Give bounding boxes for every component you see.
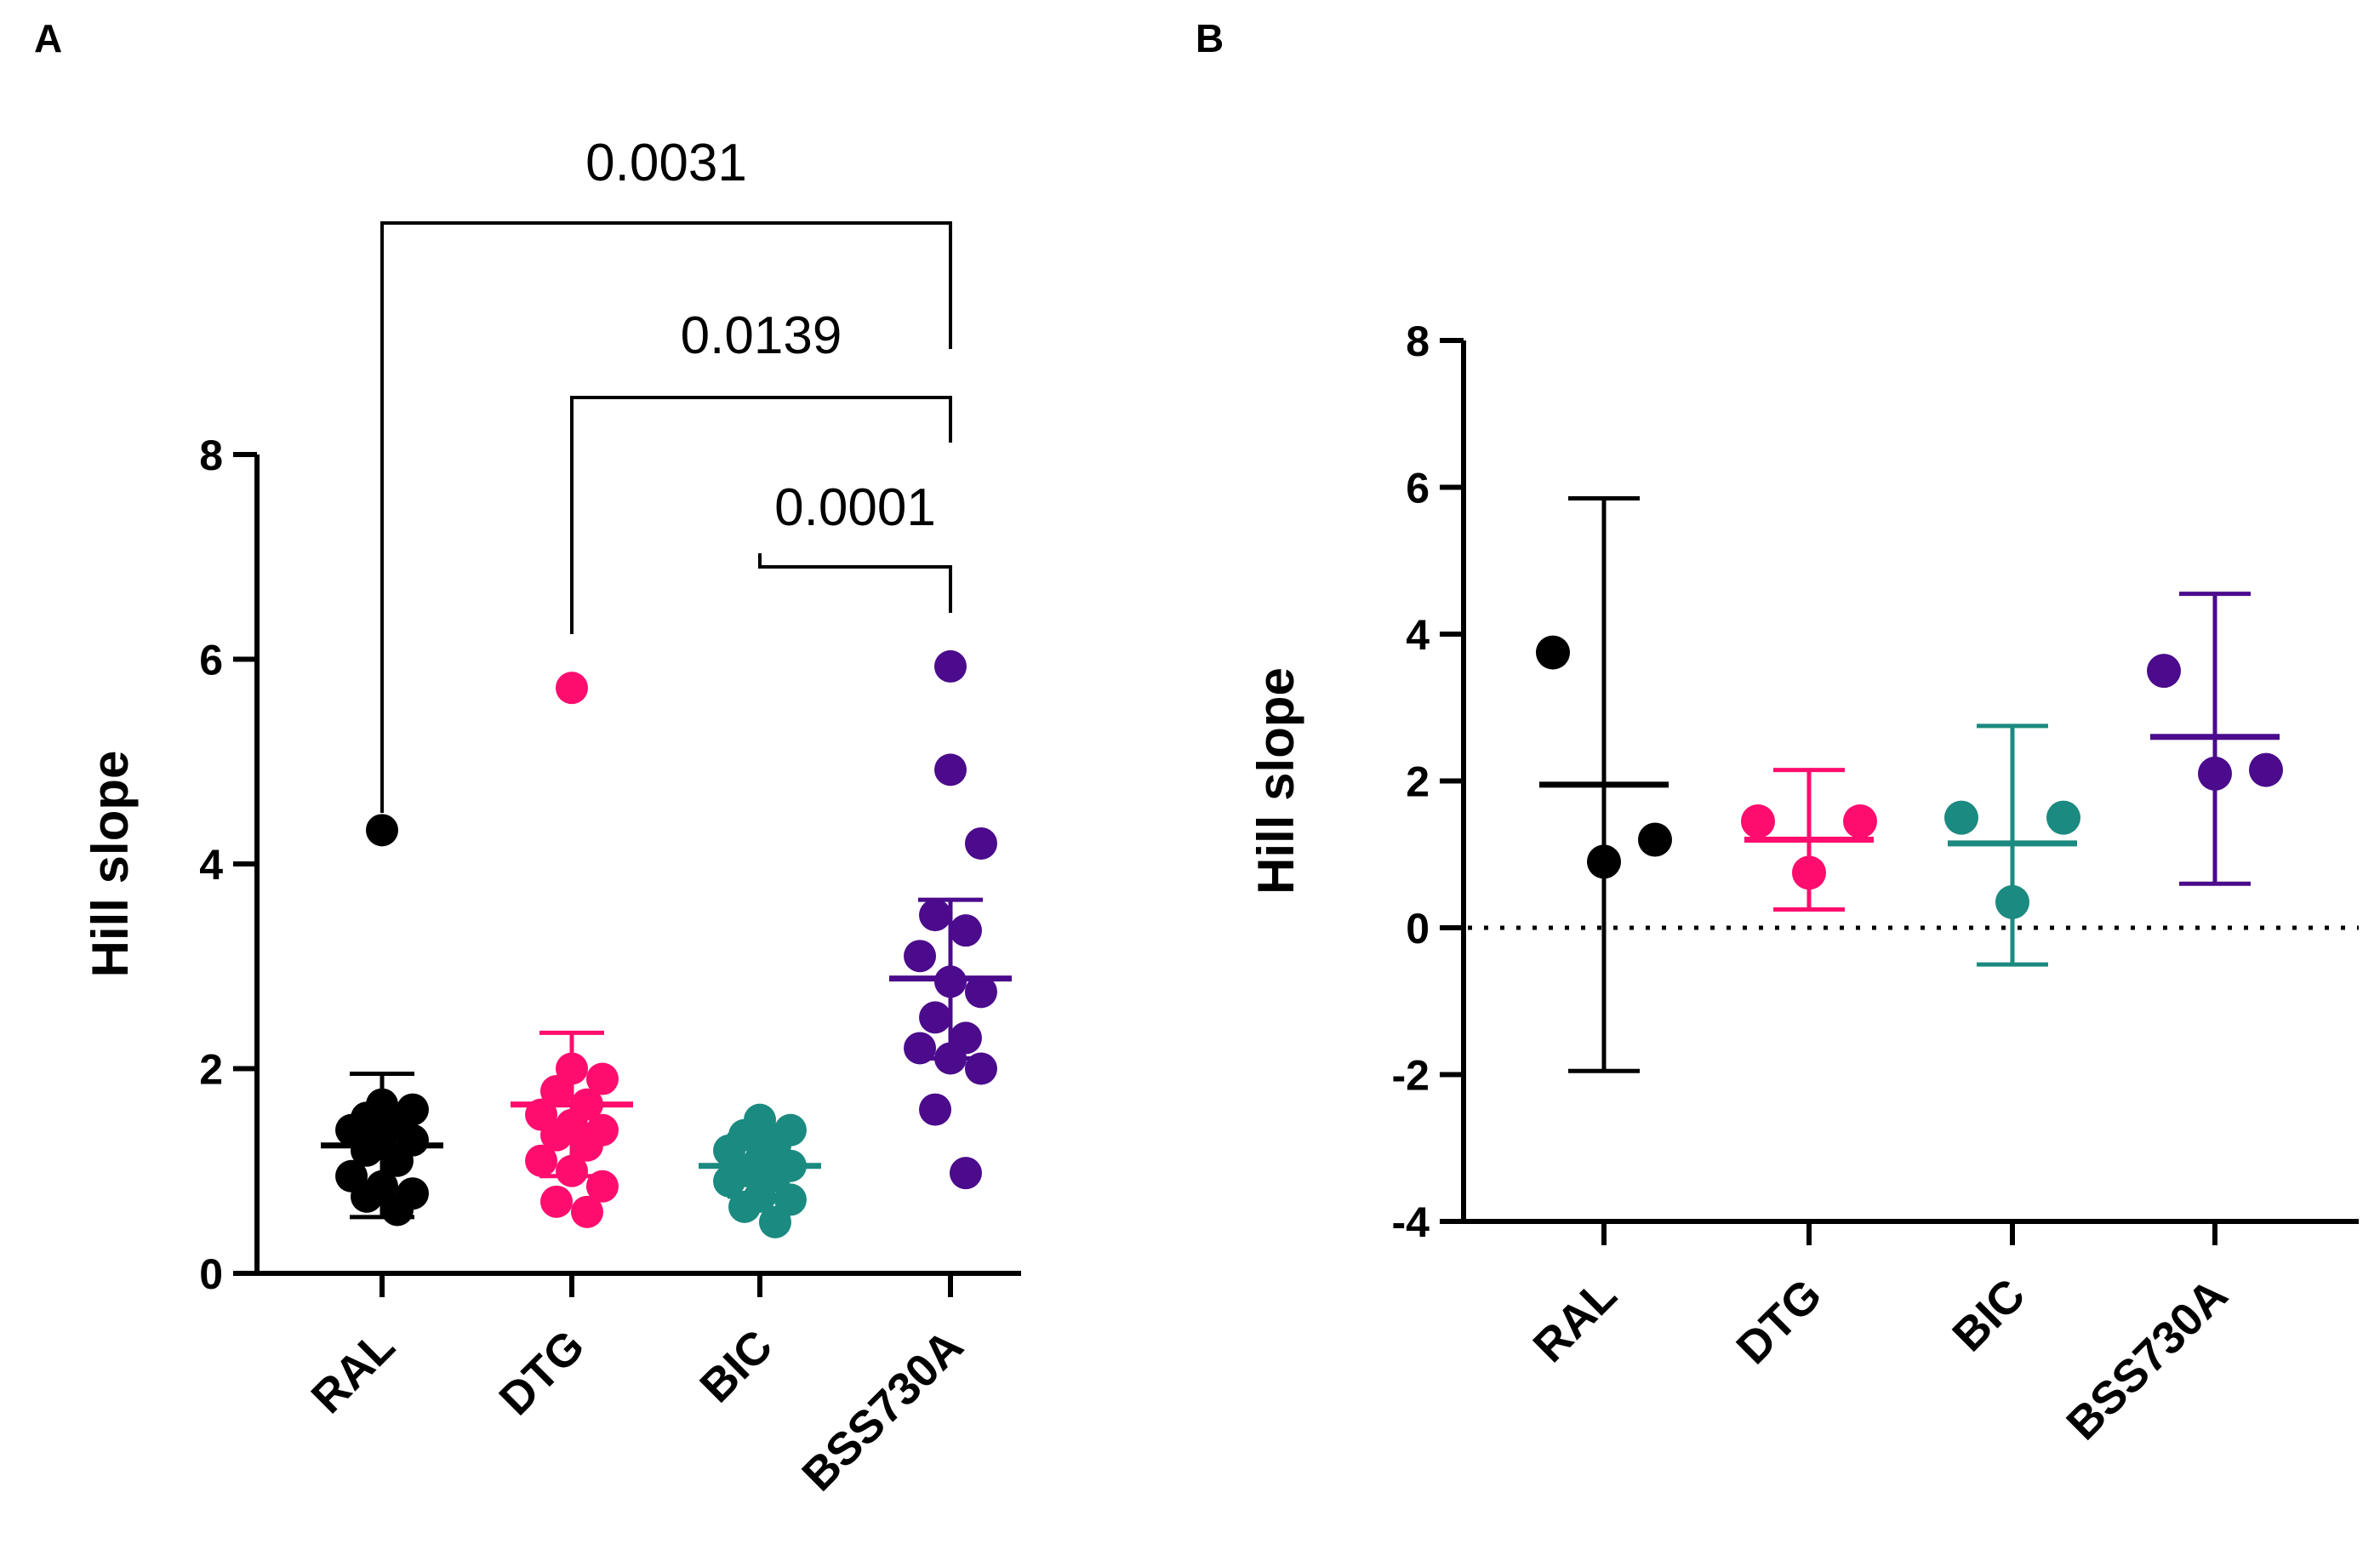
data-point (570, 1195, 603, 1228)
data-point (380, 1144, 414, 1177)
data-point (713, 1164, 746, 1198)
y-tick-label: 8 (1406, 317, 1430, 365)
x-tick-label: RAL (302, 1320, 405, 1423)
data-point (919, 1001, 952, 1034)
data-point (964, 1052, 997, 1085)
significance-bracket (380, 221, 952, 813)
data-point (964, 975, 997, 1009)
data-point (904, 1032, 937, 1065)
data-point (1944, 800, 1978, 835)
x-tick-label: BSS730A (2057, 1269, 2237, 1450)
data-point (540, 1185, 574, 1218)
data-point (380, 1193, 414, 1227)
y-tick-label: 2 (1406, 758, 1430, 806)
y-tick-label: 4 (199, 841, 223, 889)
y-tick-label: 6 (1406, 465, 1430, 512)
panel-a-plot: 0 2 4 6 8 Hill slope RAL DTG BIC BSS730A 0.0031 0.0… (82, 134, 1021, 1501)
data-point (919, 1093, 952, 1126)
y-tick-label: 4 (1406, 611, 1430, 659)
data-point (2249, 752, 2283, 787)
x-tick-label: RAL (1524, 1269, 1627, 1372)
x-tick-label: BSS730A (792, 1320, 973, 1501)
data-point (525, 1144, 558, 1177)
x-tick-label: BIC (690, 1320, 782, 1412)
data-point (1741, 804, 1775, 838)
data-point (2147, 654, 2181, 689)
x-tick-label: DTG (1726, 1269, 1831, 1374)
y-tick-label: -2 (1392, 1052, 1430, 1100)
data-point (1843, 804, 1877, 838)
data-point (585, 1062, 619, 1095)
significance-bracket (570, 396, 952, 634)
p-value-label: 0.0001 (774, 478, 936, 537)
data-point (366, 814, 398, 847)
data-point (556, 672, 588, 705)
data-point (2046, 800, 2080, 835)
y-axis-title: Hill slope (82, 751, 139, 978)
x-tick-label: BIC (1943, 1269, 2035, 1361)
y-tick-label: 6 (199, 637, 223, 684)
data-point (351, 1180, 384, 1213)
data-point (1536, 635, 1570, 670)
y-tick-label: 0 (199, 1250, 223, 1298)
y-tick-label: 0 (1406, 905, 1430, 952)
p-value-label: 0.0031 (585, 134, 747, 192)
panel-b-letter: B (1196, 16, 1224, 60)
y-tick-label: 2 (199, 1046, 223, 1094)
data-point (540, 1074, 574, 1107)
data-point (1638, 822, 1672, 857)
data-point (949, 914, 982, 947)
x-tick-label: DTG (489, 1320, 594, 1425)
y-tick-label: -4 (1392, 1198, 1430, 1246)
panel-a-letter: A (34, 16, 63, 60)
panel-b-plot: -4 -2 0 2 4 6 8 Hill slope RAL DTG BIC BSS730A (1247, 317, 2359, 1450)
data-point (585, 1170, 619, 1203)
y-tick-label: 8 (199, 432, 223, 479)
data-point (919, 899, 952, 932)
data-point (964, 826, 997, 860)
significance-bracket (758, 553, 952, 613)
y-axis-title: Hill slope (1247, 667, 1304, 895)
data-point (949, 1157, 982, 1190)
data-point (934, 649, 967, 683)
data-point (934, 753, 967, 786)
data-point (904, 940, 937, 973)
data-point (540, 1118, 574, 1152)
data-point (758, 1205, 791, 1238)
data-point (570, 1129, 603, 1162)
data-point (728, 1190, 762, 1223)
p-value-label: 0.0139 (681, 306, 842, 365)
